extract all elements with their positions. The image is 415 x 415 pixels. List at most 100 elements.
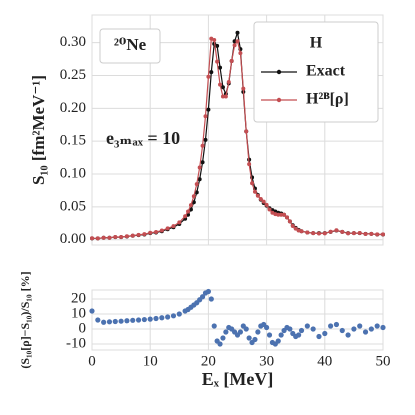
data-point — [203, 114, 208, 119]
data-point — [275, 338, 281, 344]
data-point — [159, 228, 164, 233]
data-point — [284, 215, 289, 220]
data-point — [276, 212, 281, 217]
legend-label: Exact — [306, 63, 346, 80]
data-point — [206, 74, 211, 79]
data-point — [243, 326, 249, 332]
data-point — [339, 327, 345, 334]
x-tick-label: 50 — [376, 353, 391, 369]
data-point — [217, 341, 223, 347]
data-point — [261, 199, 266, 204]
data-point — [106, 319, 113, 325]
y-tick-label: 10 — [71, 305, 86, 321]
data-point — [203, 137, 208, 142]
data-point — [346, 231, 351, 236]
data-point — [264, 202, 269, 207]
data-point — [246, 335, 252, 341]
data-point — [199, 294, 206, 300]
data-point — [304, 323, 310, 329]
data-point — [206, 107, 211, 112]
data-point — [316, 333, 322, 340]
data-point — [287, 219, 292, 224]
data-point — [95, 236, 100, 241]
data-point — [328, 229, 333, 234]
data-point — [147, 316, 153, 322]
data-point — [191, 194, 196, 199]
data-point — [154, 229, 159, 234]
legend-box — [253, 21, 379, 123]
data-point — [197, 165, 202, 170]
data-point — [183, 214, 188, 219]
y-axis-label: S₁₀ [fm²MeV⁻¹] — [29, 75, 48, 185]
data-point — [223, 329, 229, 335]
data-point — [200, 160, 205, 165]
data-point — [232, 43, 237, 48]
legend-title: H — [310, 35, 323, 52]
data-point — [215, 43, 220, 48]
data-point — [229, 59, 234, 63]
data-point — [380, 324, 386, 331]
data-point — [211, 323, 217, 329]
data-point — [177, 220, 182, 225]
data-point — [310, 326, 316, 332]
data-point — [299, 229, 304, 234]
y-tick-label: 0.00 — [60, 231, 86, 247]
data-point — [298, 327, 305, 334]
legend-marker — [276, 69, 282, 75]
data-point — [381, 232, 385, 237]
data-point — [316, 231, 321, 236]
data-point — [340, 229, 345, 234]
y-tick-label: 0.10 — [60, 165, 86, 181]
data-point — [90, 236, 94, 241]
data-point — [293, 226, 298, 231]
data-point — [220, 94, 225, 99]
data-point — [226, 80, 231, 85]
data-point — [188, 203, 193, 208]
data-point — [255, 329, 261, 335]
data-point — [282, 212, 287, 217]
data-point — [130, 317, 136, 323]
data-point — [171, 224, 176, 229]
data-point — [107, 235, 112, 240]
data-point — [141, 316, 147, 323]
data-point — [369, 231, 374, 236]
data-point — [305, 230, 310, 235]
data-point — [112, 318, 118, 325]
data-point — [375, 232, 380, 237]
data-point — [205, 288, 211, 295]
data-point — [278, 332, 284, 338]
x-tick-label: 20 — [201, 353, 216, 369]
legend-marker — [276, 97, 282, 103]
data-point — [351, 326, 357, 332]
data-point — [194, 182, 199, 187]
data-point — [165, 314, 171, 320]
data-point — [170, 313, 177, 319]
data-point — [186, 209, 191, 214]
data-point — [113, 234, 118, 239]
data-point — [290, 223, 295, 228]
data-point — [101, 235, 106, 240]
data-point — [237, 329, 244, 335]
data-point — [235, 39, 240, 44]
data-point — [220, 85, 225, 90]
y-tick-label: 0.05 — [60, 198, 86, 214]
data-point — [247, 162, 252, 167]
y-axis-label: (S₁₀[ρ]−S₁₀)/S₁₀ [%] — [18, 271, 32, 368]
data-point — [328, 323, 334, 329]
data-point — [153, 315, 159, 322]
data-point — [118, 318, 124, 324]
y-tick-label: 0.25 — [60, 67, 86, 83]
data-point — [215, 59, 220, 64]
data-point — [357, 323, 363, 329]
x-tick-label: 0 — [88, 353, 96, 369]
annotation-box — [99, 28, 161, 64]
y-tick-label: 0 — [79, 320, 87, 336]
x-tick-label: 40 — [317, 353, 332, 369]
data-point — [267, 207, 272, 212]
data-point — [218, 82, 223, 87]
data-point — [266, 332, 273, 338]
y-tick-label: 20 — [71, 290, 86, 306]
data-point — [279, 212, 284, 217]
data-point — [252, 336, 258, 343]
